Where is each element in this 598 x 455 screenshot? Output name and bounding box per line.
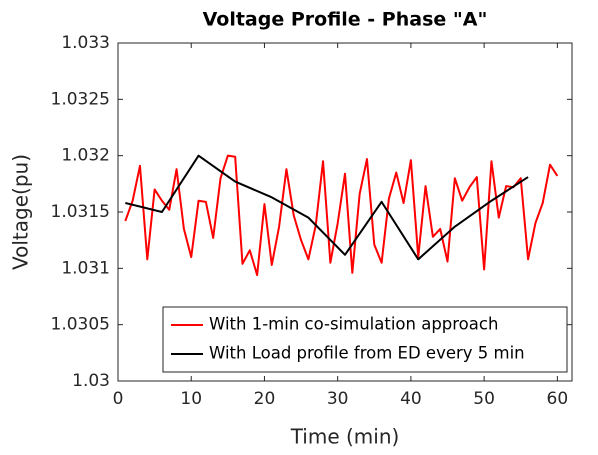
y-tick-label: 1.03 [72, 371, 110, 391]
legend: With 1-min co-simulation approach With Lo… [162, 306, 568, 373]
x-tick-label: 40 [400, 389, 422, 409]
y-axis-label: Voltage(pu) [9, 154, 33, 270]
x-tick-label: 50 [473, 389, 495, 409]
y-tick-label: 1.032 [61, 146, 110, 166]
legend-label: With 1-min co-simulation approach [209, 315, 498, 334]
x-tick-label: 60 [547, 389, 569, 409]
x-tick-label: 30 [327, 389, 349, 409]
y-tick-label: 1.0315 [51, 202, 110, 222]
legend-label: With Load profile from ED every 5 min [209, 344, 525, 363]
y-tick-label: 1.033 [61, 33, 110, 53]
series-line [124, 154, 559, 277]
x-tick-label: 10 [180, 389, 202, 409]
x-tick-label: 20 [254, 389, 276, 409]
y-tick-label: 1.0325 [51, 89, 110, 109]
y-tick-label: 1.0305 [51, 315, 110, 335]
legend-box [162, 306, 568, 373]
x-tick-label: 0 [113, 389, 124, 409]
series-line [125, 154, 529, 261]
x-axis-label: Time (min) [290, 425, 400, 449]
y-tick-label: 1.031 [61, 258, 110, 278]
chart-title: Voltage Profile - Phase "A" [203, 9, 488, 31]
